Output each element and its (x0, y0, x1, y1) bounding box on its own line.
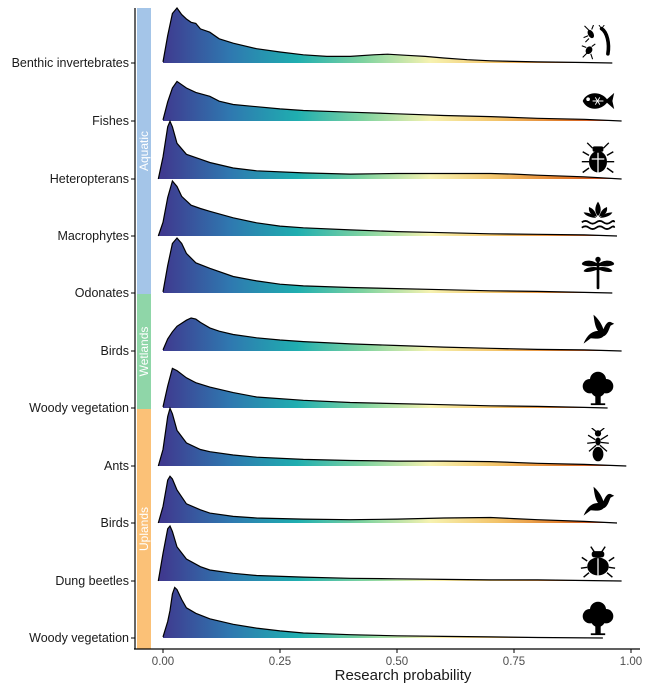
ridge-outline (157, 179, 618, 237)
y-tick-label: Odonates (75, 286, 129, 300)
ridge-area (163, 8, 613, 63)
ridge-area (158, 526, 622, 581)
bird-icon (583, 314, 615, 344)
x-tick-label: 0.75 (503, 656, 525, 668)
ridge-area (158, 181, 618, 236)
group-label-aquatic: Aquatic (137, 131, 151, 171)
y-tick-label: Woody vegetation (29, 401, 129, 415)
dung-beetle-icon (580, 545, 616, 578)
ridge-area (158, 121, 622, 179)
ridge-outline (157, 406, 627, 467)
y-tick-label: Benthic invertebrates (12, 56, 129, 70)
fish-icon (582, 92, 615, 110)
icons-layer (580, 25, 616, 636)
ridge-outline (157, 524, 622, 582)
ridge-9 (157, 475, 618, 524)
y-tick-label: Ants (104, 459, 129, 473)
ridge-7 (162, 367, 608, 409)
ant-icon (586, 428, 610, 462)
group-label-uplands: Uplands (137, 507, 151, 551)
ridge-3 (157, 119, 622, 180)
ridge-outline (162, 317, 622, 352)
group-strip-uplands (137, 409, 151, 649)
x-tick-label: 0.25 (269, 656, 291, 668)
ridge-outline (162, 7, 613, 64)
ridge-5 (162, 237, 613, 294)
x-tick-label: 0.00 (152, 656, 174, 668)
water-plant-icon (580, 200, 616, 230)
y-tick-label: Fishes (92, 114, 129, 128)
ridge-area (163, 368, 608, 408)
group-strips: Aquatic Wetlands Uplands (137, 8, 151, 649)
y-tick-label: Heteropterans (50, 172, 129, 186)
group-strip-wetlands (137, 294, 151, 409)
y-tick-label: Birds (101, 516, 129, 530)
tree-icon (581, 600, 615, 636)
ridge-11 (162, 586, 603, 639)
ridge-8 (157, 406, 627, 467)
ridge-area (163, 238, 613, 293)
ridge-2 (162, 80, 622, 122)
group-label-wetlands: Wetlands (137, 327, 151, 377)
ridge-area (163, 587, 603, 638)
ridge-outline (162, 237, 613, 294)
x-tick-label: 0.50 (386, 656, 408, 668)
x-axis-title: Research probability (335, 667, 472, 684)
ridge-outline (157, 119, 622, 180)
dragonfly-icon (581, 256, 615, 290)
y-axis-labels: Benthic invertebrates Fishes Heteropterans… (12, 56, 135, 645)
x-axis-ticks: 0.00 0.25 0.50 0.75 1.00 (152, 649, 642, 668)
beetle-icon (581, 142, 615, 174)
x-tick-label: 1.00 (620, 656, 642, 668)
y-tick-label: Birds (101, 344, 129, 358)
ridge-area (163, 81, 622, 121)
ridge-area (158, 408, 627, 466)
ridge-1 (162, 7, 613, 64)
tree-icon (581, 370, 615, 406)
ridge-outline (162, 80, 622, 122)
benthic-invertebrates-icon (580, 25, 611, 61)
ridge-10 (157, 524, 622, 582)
ridge-outline (162, 367, 608, 409)
y-tick-label: Dung beetles (55, 574, 129, 588)
ridge-outline (162, 586, 603, 639)
group-strip-aquatic (137, 8, 151, 294)
ridge-4 (157, 179, 618, 237)
ridge-6 (162, 317, 622, 352)
y-tick-label: Woody vegetation (29, 631, 129, 645)
ridge-area (158, 476, 618, 523)
ridge-area (163, 318, 622, 351)
bird-icon (583, 486, 615, 516)
ridges-layer (157, 7, 627, 639)
y-tick-label: Macrophytes (57, 229, 129, 243)
ridge-outline (157, 475, 618, 524)
